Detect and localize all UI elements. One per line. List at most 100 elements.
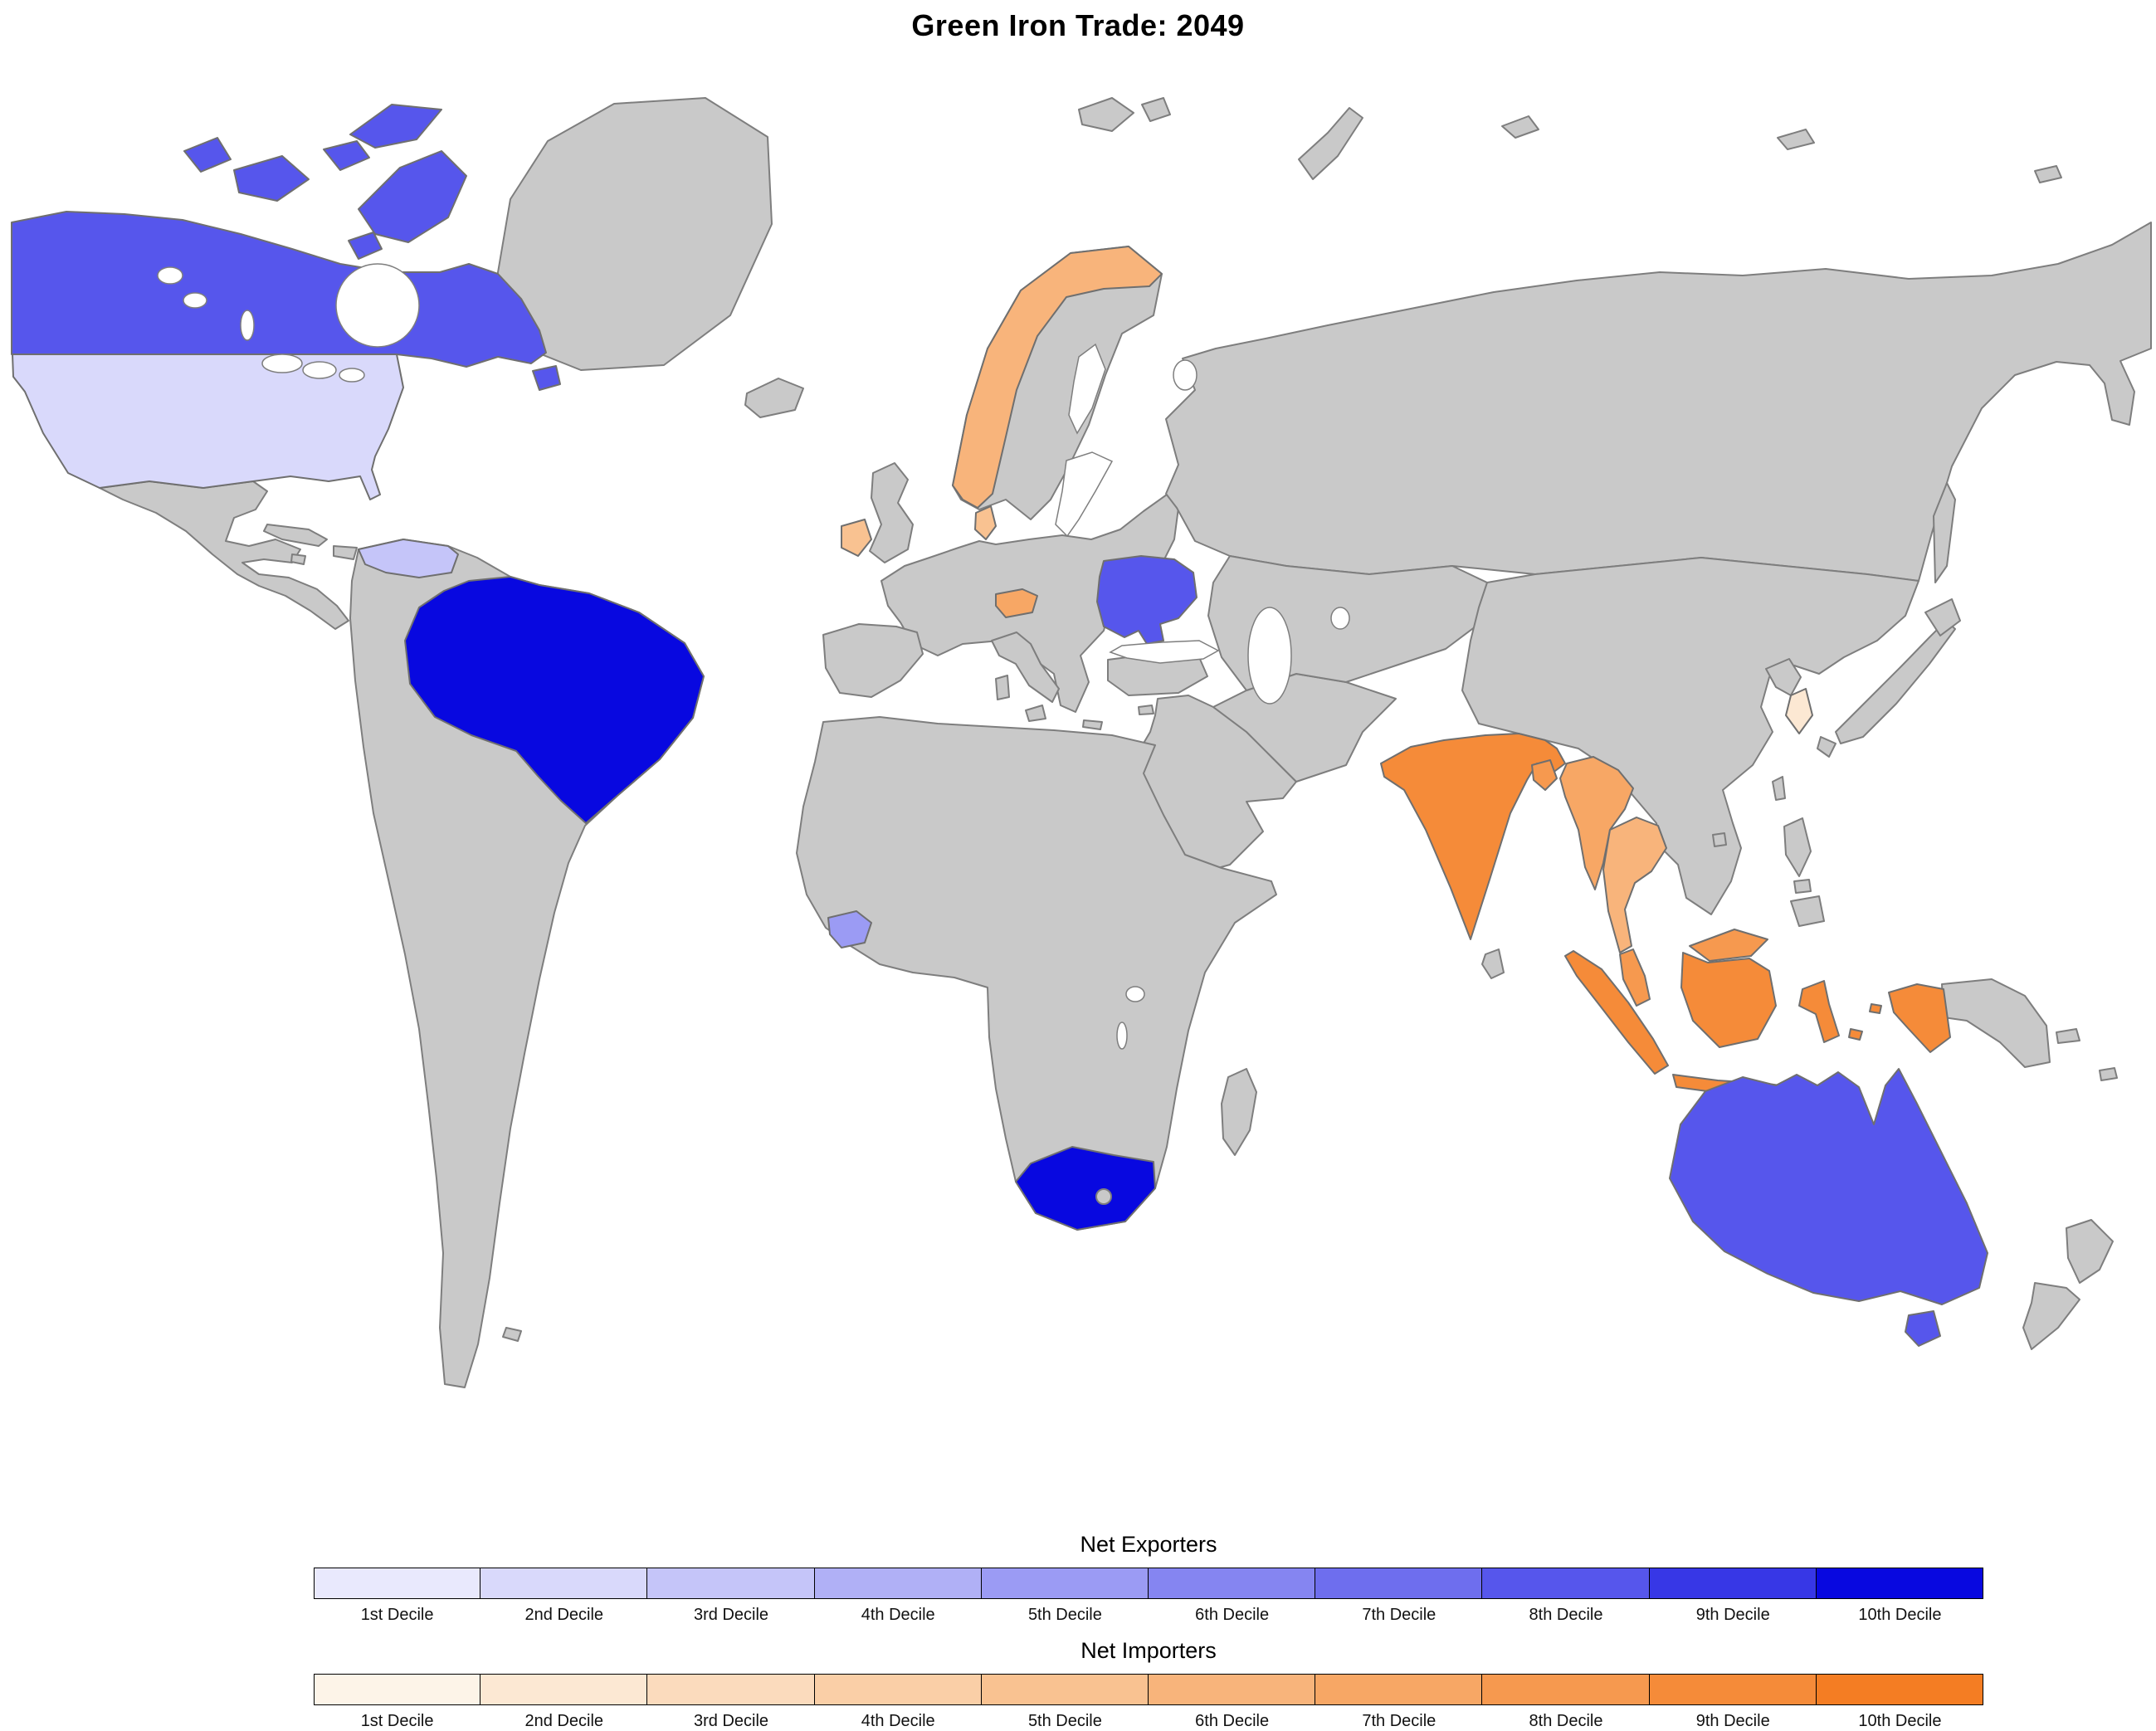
page-title: Green Iron Trade: 2049 bbox=[911, 8, 1245, 42]
country-ukraine bbox=[1096, 555, 1198, 645]
legend-swatch bbox=[646, 1568, 815, 1599]
water-hudson-bay bbox=[335, 263, 420, 348]
country-austria bbox=[995, 588, 1038, 618]
water-lake-huron bbox=[302, 361, 337, 379]
legend-swatch bbox=[1148, 1674, 1316, 1705]
landmass-new-zealand-south bbox=[2022, 1282, 2080, 1350]
legend-swatch bbox=[1481, 1674, 1650, 1705]
legend-cell: 5th Decile bbox=[980, 1568, 1149, 1625]
legend-decile-label: 5th Decile bbox=[1027, 1712, 1102, 1730]
landmass-greenland bbox=[495, 97, 773, 371]
legend-swatch bbox=[646, 1674, 815, 1705]
water-black-sea bbox=[1109, 640, 1220, 664]
landmass-lesotho bbox=[1095, 1188, 1112, 1205]
legend-decile-label: 3rd Decile bbox=[693, 1712, 769, 1730]
country-canada-newfoundland bbox=[532, 365, 561, 391]
legend-swatch bbox=[813, 1568, 982, 1599]
legend-cell: 8th Decile bbox=[1481, 1568, 1650, 1625]
landmass-cyprus bbox=[1138, 705, 1154, 715]
legend-cell: 10th Decile bbox=[1815, 1674, 1984, 1731]
legend-swatch bbox=[480, 1674, 648, 1705]
water-lake-winnipeg bbox=[240, 310, 255, 341]
landmass-new-zealand-north bbox=[2066, 1219, 2114, 1284]
landmass-taiwan bbox=[1772, 776, 1786, 801]
country-malaysia-peninsula bbox=[1619, 948, 1651, 1007]
country-indonesia-sulawesi bbox=[1798, 980, 1840, 1043]
country-norway bbox=[952, 246, 1163, 509]
landmass-new-britain bbox=[2056, 1028, 2080, 1044]
legend-swatch bbox=[813, 1674, 982, 1705]
water-aral-sea bbox=[1330, 607, 1350, 630]
legend-exporters-title: Net Exporters bbox=[1080, 1532, 1217, 1557]
landmass-wrangel bbox=[2034, 165, 2062, 183]
country-australia-tasmania bbox=[1905, 1310, 1941, 1347]
legend-decile-label: 2nd Decile bbox=[524, 1712, 604, 1730]
legend-importers-title: Net Importers bbox=[1080, 1638, 1217, 1663]
landmass-japan-kyushu bbox=[1817, 736, 1837, 758]
legend-decile-label: 9th Decile bbox=[1695, 1606, 1770, 1624]
landmass-iceland bbox=[744, 378, 804, 418]
landmass-iberia bbox=[822, 623, 924, 698]
landmass-hainan bbox=[1712, 832, 1727, 847]
classified-countries bbox=[11, 104, 1988, 1347]
legend-decile-label: 2nd Decile bbox=[524, 1606, 604, 1624]
legend-swatch bbox=[1648, 1568, 1817, 1599]
landmass-philippines-luzon bbox=[1783, 817, 1812, 877]
legend-decile-label: 7th Decile bbox=[1362, 1606, 1437, 1624]
water-baltic-sea bbox=[1055, 451, 1114, 538]
landmass-italy bbox=[991, 631, 1060, 703]
legend-decile-label: 6th Decile bbox=[1195, 1606, 1270, 1624]
country-indonesia-kalimantan bbox=[1680, 952, 1777, 1048]
landmass-sakhalin bbox=[1933, 482, 1956, 583]
legend-exporters-bar: 1st Decile 2nd Decile 3rd Decile 4th Decile… bbox=[314, 1568, 1984, 1625]
landmass-philippines-visayas bbox=[1793, 879, 1812, 894]
landmass-cuba bbox=[263, 524, 328, 547]
landmass-papua-new-guinea bbox=[1941, 978, 2051, 1068]
landmass-sardinia bbox=[995, 675, 1010, 700]
legend-cell: 3rd Decile bbox=[646, 1568, 815, 1625]
country-guinea bbox=[827, 910, 872, 948]
landmass-svalbard bbox=[1078, 97, 1134, 132]
legend-swatch bbox=[1648, 1674, 1817, 1705]
country-canada-southampton-island bbox=[348, 232, 383, 260]
landmass-russia bbox=[1165, 222, 2152, 582]
legend-swatch bbox=[1815, 1674, 1984, 1705]
country-thailand bbox=[1602, 817, 1667, 953]
landmass-sri-lanka bbox=[1481, 948, 1505, 979]
legend-exporters: Net Exporters 1st Decile 2nd Decile 3rd De… bbox=[314, 1532, 1984, 1625]
country-canada-banks-island bbox=[183, 137, 232, 173]
landmass-philippines-mindanao bbox=[1790, 895, 1825, 927]
water-great-slave-lake bbox=[183, 292, 207, 309]
water-lake-tanganyika bbox=[1116, 1022, 1128, 1050]
landmass-madagascar bbox=[1221, 1068, 1257, 1156]
legend-cell: 2nd Decile bbox=[480, 1568, 648, 1625]
country-canada-baffin-island bbox=[358, 150, 467, 243]
country-canada bbox=[11, 211, 547, 368]
country-indonesia-halmahera bbox=[1869, 1003, 1882, 1014]
legend-cell: 6th Decile bbox=[1148, 1568, 1316, 1625]
legend-decile-label: 10th Decile bbox=[1858, 1606, 1942, 1624]
legend-cell: 9th Decile bbox=[1648, 1568, 1817, 1625]
legend-decile-label: 7th Decile bbox=[1362, 1712, 1437, 1730]
landmass-mexico-central-america bbox=[99, 480, 349, 630]
legend-decile-label: 1st Decile bbox=[360, 1606, 434, 1624]
legend-decile-label: 4th Decile bbox=[861, 1606, 935, 1624]
legend-decile-label: 1st Decile bbox=[360, 1712, 434, 1730]
country-brazil bbox=[404, 576, 705, 824]
legend-decile-label: 3rd Decile bbox=[693, 1606, 769, 1624]
legend-swatch bbox=[480, 1568, 648, 1599]
landmass-severnaya-zemlya bbox=[1501, 115, 1539, 139]
legend-swatch bbox=[1481, 1568, 1650, 1599]
landmass-north-korea bbox=[1765, 658, 1802, 696]
legend-cell: 4th Decile bbox=[813, 1568, 982, 1625]
landmass-hispaniola bbox=[333, 545, 358, 560]
water-gulf-of-bothnia bbox=[1068, 343, 1106, 435]
legend-cell: 1st Decile bbox=[314, 1568, 481, 1625]
legend-decile-label: 10th Decile bbox=[1858, 1712, 1942, 1730]
legend-decile-label: 8th Decile bbox=[1529, 1606, 1603, 1624]
legend-swatch bbox=[1148, 1568, 1316, 1599]
legend-swatch bbox=[980, 1674, 1149, 1705]
landmass-japan-honshu bbox=[1835, 620, 1956, 744]
country-ireland bbox=[841, 519, 872, 557]
